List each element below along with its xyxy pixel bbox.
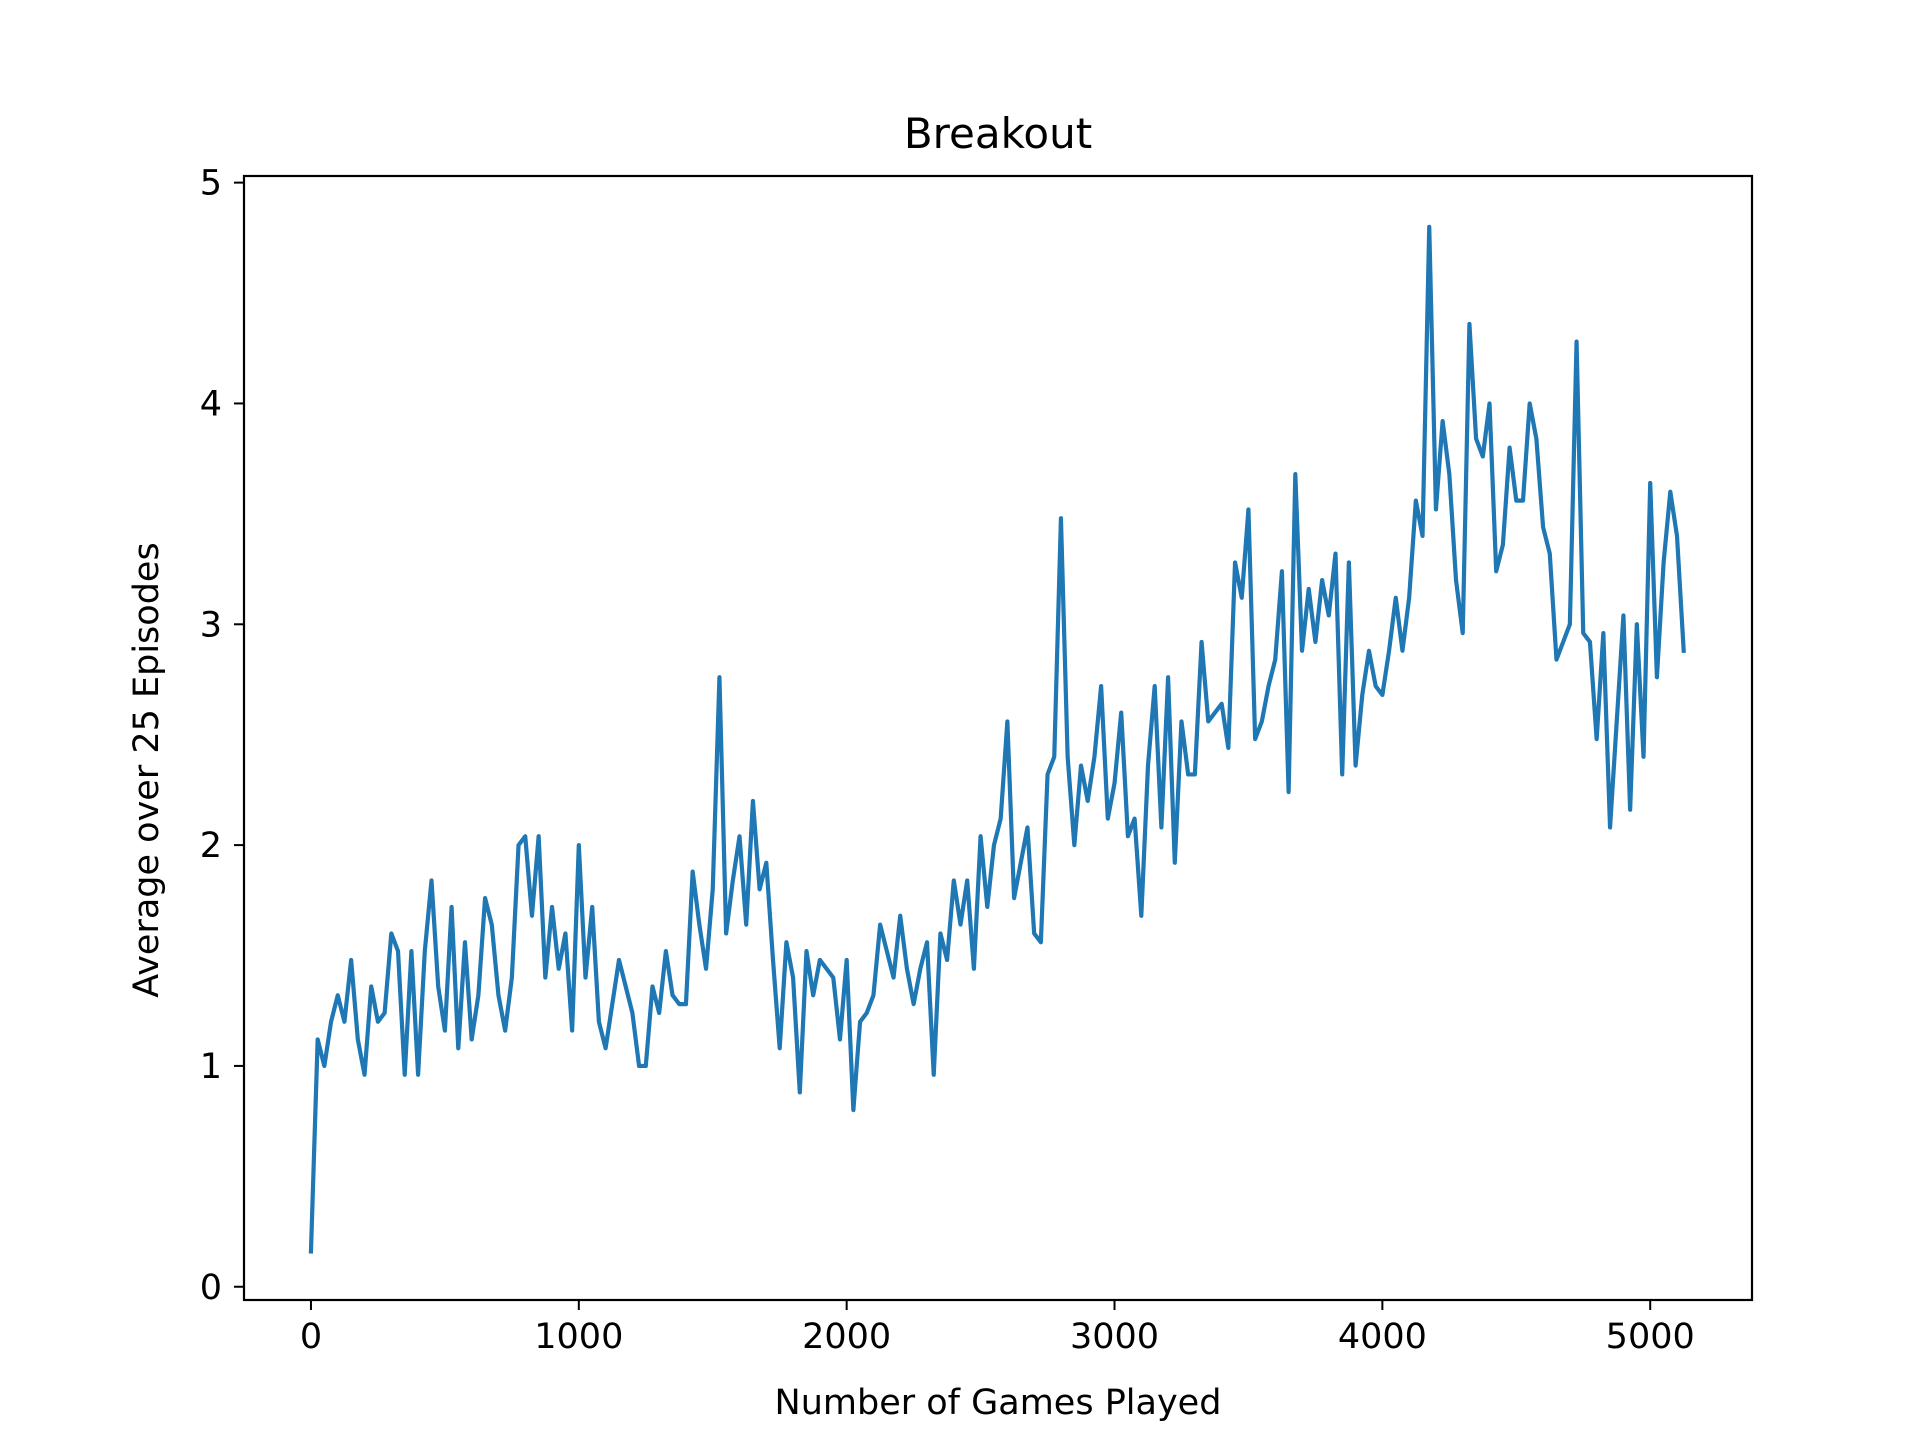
y-tick-label: 0 [200, 1268, 222, 1308]
y-tick-label: 1 [200, 1047, 222, 1087]
series-line-0 [308, 224, 1686, 1254]
chart-title: Breakout [904, 109, 1092, 158]
y-tick-label: 3 [200, 605, 222, 645]
x-tick-label: 1000 [534, 1317, 623, 1357]
x-tick-label: 2000 [802, 1317, 891, 1357]
x-tick-label: 0 [300, 1317, 322, 1357]
y-tick-label: 2 [200, 826, 222, 866]
x-tick-label: 5000 [1606, 1317, 1695, 1357]
y-axis-label: Average over 25 Episodes [127, 542, 167, 997]
x-axis-label: Number of Games Played [775, 1383, 1222, 1423]
y-tick-label: 5 [200, 164, 222, 204]
x-tick-label: 3000 [1070, 1317, 1159, 1357]
y-tick-label: 4 [200, 384, 222, 424]
plot-frame [242, 174, 1754, 1302]
x-tick-label: 4000 [1338, 1317, 1427, 1357]
plot-area: 0 1000 2000 3000 4000 5000 0 1 2 3 4 5 [200, 164, 1754, 1357]
